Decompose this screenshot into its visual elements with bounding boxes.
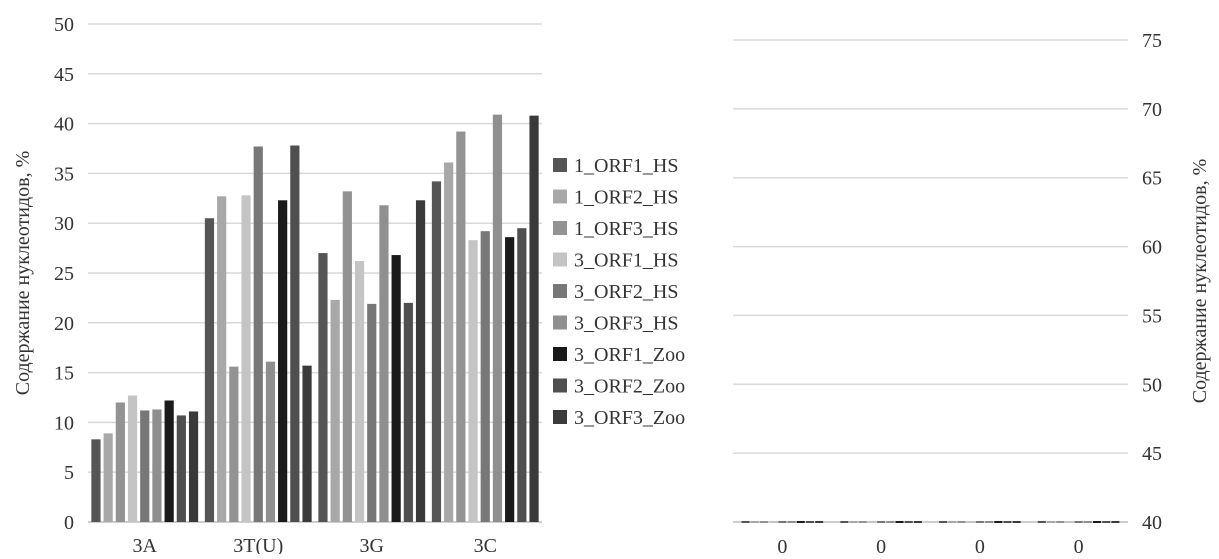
legend-swatch [553, 410, 567, 424]
bar [265, 361, 276, 522]
bar [480, 231, 490, 522]
legend-swatch [553, 284, 567, 298]
bar [492, 114, 503, 523]
bar [342, 191, 352, 522]
bar [318, 253, 328, 522]
x-tick-label: 3G [360, 535, 384, 554]
bar [176, 415, 186, 522]
legend-label: 3_ORF3_Zoo [574, 407, 685, 429]
y-tick-label: 35 [54, 163, 74, 185]
legend-label: 1_ORF1_HS [574, 155, 678, 177]
legend-label: 3_ORF1_Zoo [574, 344, 685, 366]
x-tick-label: 0 [777, 536, 787, 554]
y-tick-label: 65 [1142, 168, 1162, 190]
legend-label: 3_ORF2_HS [574, 281, 678, 303]
y-tick-label: 20 [54, 313, 74, 335]
y-tick-label: 0 [64, 512, 74, 534]
bar [164, 400, 174, 522]
y-tick-label: 75 [1142, 30, 1162, 52]
y-tick-label: 15 [54, 363, 74, 385]
bar [354, 261, 365, 522]
legend-label: 3_ORF1_HS [574, 250, 678, 272]
bar [379, 205, 389, 522]
y-tick-label: 30 [54, 213, 74, 235]
x-tick-label: 0 [1074, 536, 1084, 554]
x-tick-label: 0 [876, 536, 886, 554]
legend-label: 1_ORF3_HS [574, 218, 678, 240]
y-axis-label: Содержание нуклеотидов, % [1189, 159, 1211, 404]
x-tick-label: 3A [133, 535, 158, 554]
bar [456, 131, 466, 522]
bar [152, 409, 162, 522]
bar [140, 410, 150, 522]
bar [290, 145, 300, 522]
bar [367, 303, 377, 522]
bar [127, 395, 138, 522]
y-tick-label: 40 [54, 114, 74, 136]
bar [444, 162, 454, 522]
bar [330, 299, 340, 522]
bar [529, 115, 539, 522]
legend-swatch [553, 347, 567, 361]
bar [517, 228, 527, 522]
y-tick-label: 5 [64, 462, 74, 484]
bar [91, 439, 101, 522]
legend-swatch [553, 189, 567, 204]
bar [204, 218, 215, 522]
legend-swatch [553, 158, 567, 172]
legend-label: 3_ORF2_Zoo [574, 376, 685, 398]
y-tick-label: 50 [1142, 374, 1162, 396]
bar [241, 195, 251, 522]
bar [217, 196, 227, 523]
bar [431, 181, 442, 523]
legend-swatch [553, 378, 567, 393]
y-tick-label: 45 [54, 64, 74, 86]
bar [253, 146, 263, 522]
bar [391, 255, 401, 522]
x-tick-label: 3T(U) [233, 535, 283, 554]
legend-label: 1_ORF2_HS [574, 187, 678, 209]
bar [302, 365, 312, 522]
bar [103, 433, 113, 522]
legend-label: 3_ORF3_HS [574, 313, 678, 335]
y-tick-label: 55 [1142, 305, 1162, 327]
y-tick-label: 70 [1142, 99, 1162, 121]
bar [415, 200, 426, 523]
bar [188, 411, 199, 522]
legend-swatch [553, 315, 567, 330]
bar [505, 237, 515, 523]
legend-swatch [553, 221, 567, 235]
y-tick-label: 40 [1142, 512, 1162, 534]
bar [229, 366, 239, 522]
bar [403, 302, 413, 522]
legend-swatch [553, 252, 567, 267]
bar [468, 240, 478, 522]
y-axis-label: Содержание нуклеотидов, % [12, 151, 34, 396]
bar [115, 402, 125, 522]
x-tick-label: 3C [474, 535, 497, 554]
y-tick-label: 25 [54, 263, 74, 285]
y-tick-label: 50 [54, 14, 74, 36]
y-tick-label: 10 [54, 412, 74, 434]
x-tick-label: 0 [975, 536, 985, 554]
bar [278, 200, 288, 523]
y-tick-label: 45 [1142, 443, 1162, 465]
y-tick-label: 60 [1142, 237, 1162, 259]
